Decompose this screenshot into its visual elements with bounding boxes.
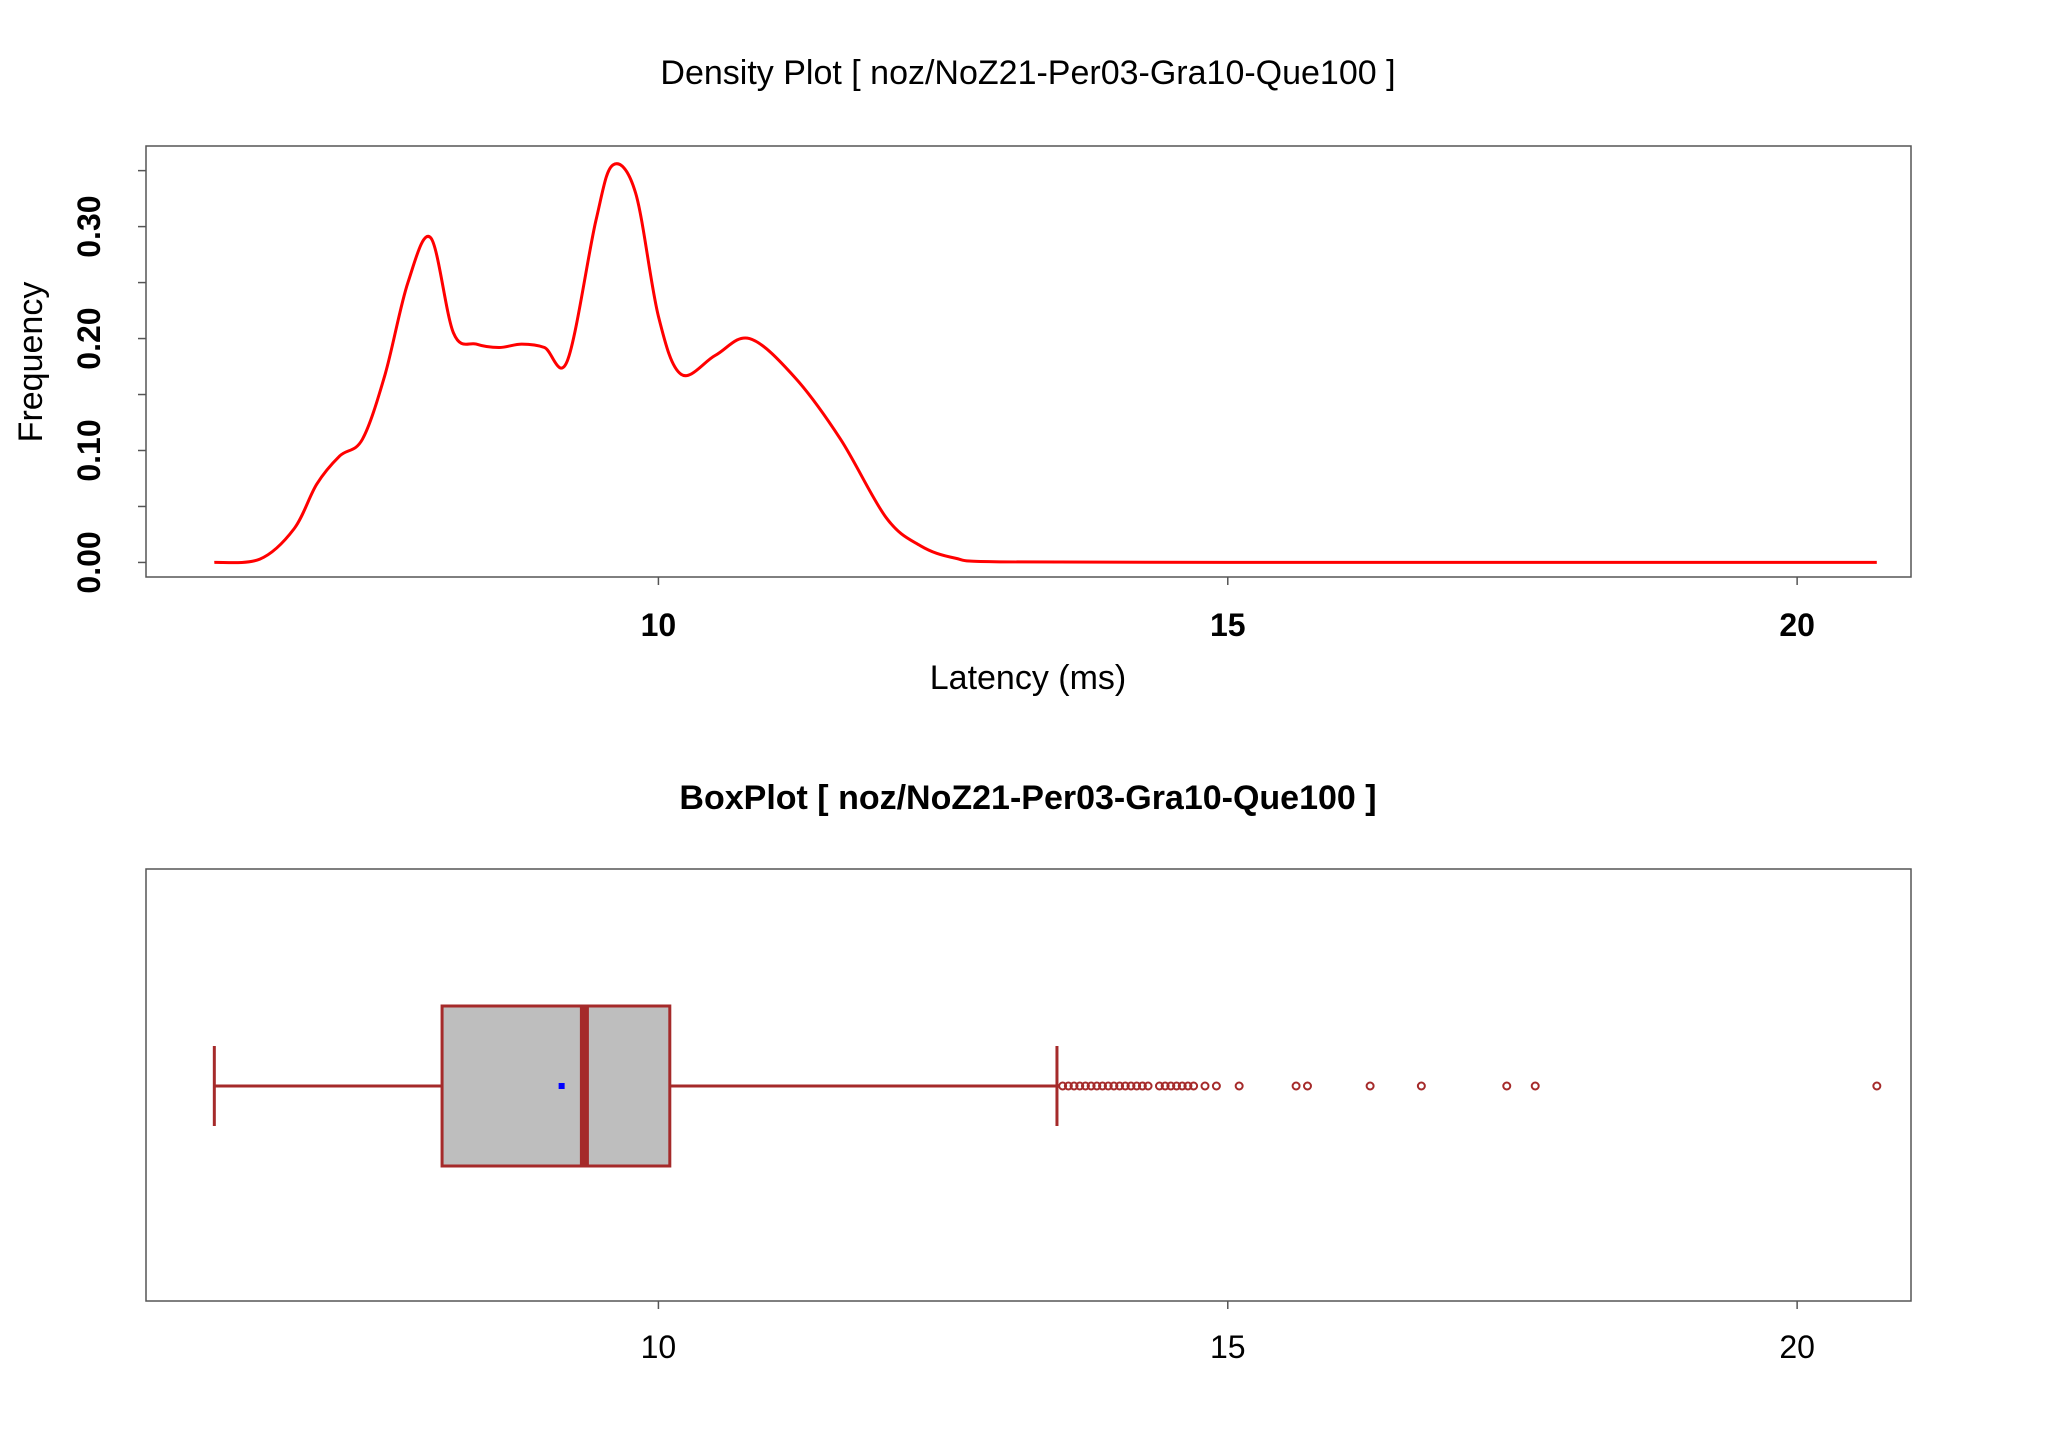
boxplot-x-axis: 10 15 20	[641, 1301, 1815, 1365]
density-y-tick-label: 0.00	[71, 531, 107, 593]
density-plot-frame	[145, 145, 1912, 578]
boxplot-outlier	[1063, 1081, 1073, 1091]
boxplot-outlier	[1200, 1081, 1210, 1091]
density-x-tick-label: 20	[1779, 607, 1815, 643]
boxplot-outlier	[1234, 1081, 1244, 1091]
density-y-tick-label: 0.30	[71, 195, 107, 257]
boxplot-outlier	[1120, 1081, 1130, 1091]
density-x-tick-label: 10	[641, 607, 677, 643]
boxplot-panel: BoxPlot [ noz/NoZ21-Per03-Gra10-Que100 ]…	[145, 779, 1912, 1365]
boxplot-outlier	[1291, 1081, 1301, 1091]
boxplot-outlier	[1502, 1081, 1512, 1091]
density-title: Density Plot [ noz/NoZ21-Per03-Gra10-Que…	[660, 54, 1395, 92]
boxplot-outlier	[1058, 1081, 1068, 1091]
boxplot-outlier	[1166, 1081, 1176, 1091]
density-y-axis: 0.00 0.10 0.20 0.30	[71, 169, 146, 594]
boxplot-outlier	[1098, 1081, 1108, 1091]
boxplot-outlier	[1365, 1081, 1375, 1091]
boxplot-outlier	[1143, 1081, 1153, 1091]
boxplot-outlier	[1092, 1081, 1102, 1091]
boxplot-outlier	[1177, 1081, 1187, 1091]
boxplot-outlier	[1189, 1081, 1199, 1091]
boxplot-outlier	[1103, 1081, 1113, 1091]
boxplot-x-tick-label: 20	[1779, 1329, 1815, 1365]
boxplot-marks	[212, 1004, 1882, 1168]
boxplot-outlier	[1416, 1081, 1426, 1091]
boxplot-outlier	[1080, 1081, 1090, 1091]
density-x-tick-label: 15	[1210, 607, 1246, 643]
density-y-tick-label: 0.10	[71, 419, 107, 481]
density-y-tick-label: 0.20	[71, 307, 107, 369]
boxplot-box	[440, 1004, 672, 1168]
boxplot-outlier	[1126, 1081, 1136, 1091]
boxplot-frame	[145, 868, 1912, 1302]
boxplot-outlier	[1086, 1081, 1096, 1091]
boxplot-outlier	[1115, 1081, 1125, 1091]
boxplot-outlier	[1211, 1081, 1221, 1091]
boxplot-outlier	[1872, 1081, 1882, 1091]
boxplot-outlier	[1132, 1081, 1142, 1091]
boxplot-mean-marker	[558, 1083, 565, 1089]
density-x-axis-label: Latency (ms)	[930, 659, 1127, 697]
boxplot-x-tick-label: 15	[1210, 1329, 1246, 1365]
density-x-axis: 10 15 20	[641, 577, 1815, 643]
boxplot-outlier	[1075, 1081, 1085, 1091]
density-y-axis-label: Frequency	[12, 282, 50, 443]
boxplot-outlier	[1160, 1081, 1170, 1091]
boxplot-outlier	[1530, 1081, 1540, 1091]
boxplot-outlier	[1154, 1081, 1164, 1091]
boxplot-x-tick-label: 10	[641, 1329, 677, 1365]
boxplot-title: BoxPlot [ noz/NoZ21-Per03-Gra10-Que100 ]	[679, 779, 1376, 817]
density-curve	[214, 162, 1877, 565]
boxplot-outlier	[1172, 1081, 1182, 1091]
boxplot-outlier	[1183, 1081, 1193, 1091]
boxplot-outlier	[1302, 1081, 1312, 1091]
boxplot-outlier	[1069, 1081, 1079, 1091]
density-panel: Density Plot [ noz/NoZ21-Per03-Gra10-Que…	[12, 54, 1912, 697]
boxplot-outlier	[1137, 1081, 1147, 1091]
boxplot-outlier	[1109, 1081, 1119, 1091]
